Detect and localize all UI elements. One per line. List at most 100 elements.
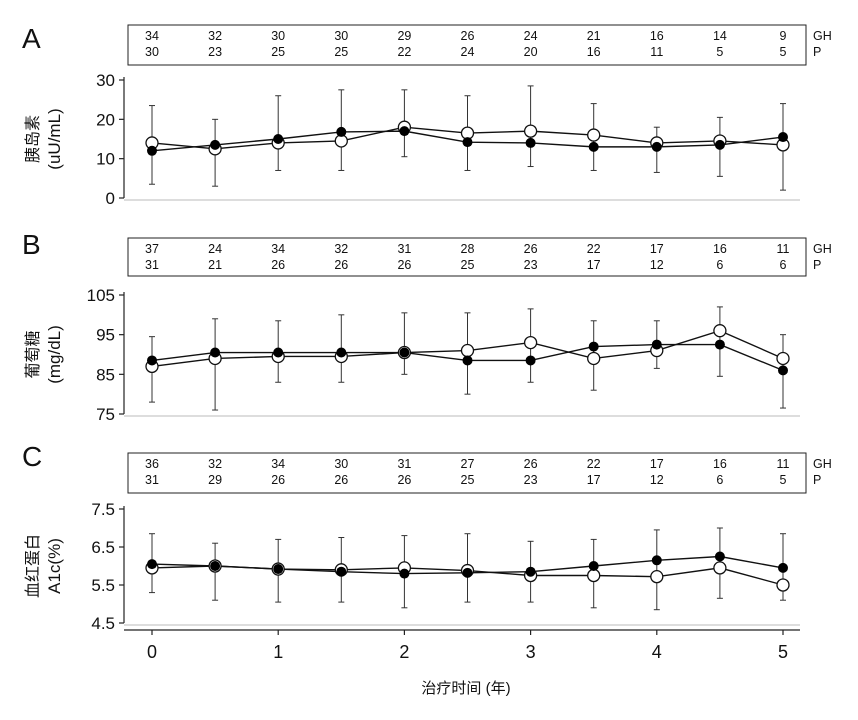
point-gh bbox=[399, 126, 410, 137]
point-gh bbox=[462, 355, 473, 366]
y-tick-label: 6.5 bbox=[91, 538, 115, 557]
count-p: 23 bbox=[524, 258, 538, 272]
point-gh bbox=[399, 347, 410, 358]
point-gh bbox=[588, 341, 599, 352]
count-p: 6 bbox=[780, 258, 787, 272]
count-gh: 16 bbox=[650, 29, 664, 43]
panel-label: C bbox=[22, 441, 42, 472]
x-axis: 0 1 2 3 4 5 bbox=[124, 629, 800, 662]
count-gh: 24 bbox=[208, 242, 222, 256]
count-p: 31 bbox=[145, 258, 159, 272]
point-gh bbox=[273, 347, 284, 358]
point-gh bbox=[462, 137, 473, 148]
panel-label: A bbox=[22, 23, 41, 54]
count-p: 26 bbox=[334, 473, 348, 487]
point-gh bbox=[147, 559, 157, 570]
point-p bbox=[713, 324, 727, 338]
x-axis-label: 治疗时间 (年) bbox=[421, 680, 510, 697]
point-p bbox=[776, 578, 790, 592]
panel-b: B 37 24 34 32 31 28 26 22 17 16 11 GH 31 21 26 26 26 25 23 1… bbox=[22, 229, 832, 424]
count-gh: 17 bbox=[650, 457, 664, 471]
point-gh bbox=[210, 347, 221, 358]
count-gh: 36 bbox=[145, 457, 159, 471]
y-axis-label: 胰岛素 (uU/mL) bbox=[24, 108, 64, 169]
count-gh: 32 bbox=[334, 242, 348, 256]
count-row-label: P bbox=[813, 473, 821, 487]
y-axis-label: 葡萄糖 (mg/dL) bbox=[24, 325, 64, 384]
count-gh: 24 bbox=[524, 29, 538, 43]
count-gh: 22 bbox=[587, 457, 601, 471]
point-p bbox=[650, 569, 664, 584]
count-gh: 26 bbox=[461, 29, 475, 43]
point-gh bbox=[210, 561, 221, 571]
point-gh bbox=[651, 339, 662, 350]
count-p: 5 bbox=[780, 45, 787, 59]
point-gh bbox=[714, 551, 725, 562]
y-tick-label: 85 bbox=[96, 365, 115, 384]
count-gh: 26 bbox=[524, 242, 538, 256]
point-p bbox=[587, 568, 601, 583]
panel-label: B bbox=[22, 229, 41, 260]
count-p: 26 bbox=[271, 473, 285, 487]
count-row-label: GH bbox=[813, 457, 832, 471]
count-p: 16 bbox=[587, 45, 601, 59]
count-p: 12 bbox=[650, 258, 664, 272]
point-gh bbox=[778, 132, 788, 143]
count-p: 20 bbox=[524, 45, 538, 59]
point-gh bbox=[651, 141, 662, 152]
count-row-label: P bbox=[813, 258, 821, 272]
y-tick-label: 20 bbox=[96, 110, 115, 129]
panel-a: A 34 32 30 30 29 26 24 21 16 14 9 GH 30 23 25 25 22 24 20 16… bbox=[22, 23, 832, 208]
count-p: 11 bbox=[650, 45, 663, 59]
x-tick-label: 1 bbox=[273, 642, 283, 662]
point-gh bbox=[778, 562, 788, 573]
count-row-label: GH bbox=[813, 29, 832, 43]
count-p: 26 bbox=[271, 258, 285, 272]
count-p: 25 bbox=[461, 473, 475, 487]
point-gh bbox=[336, 126, 347, 137]
y-tick-label: 75 bbox=[96, 405, 115, 424]
point-gh bbox=[525, 355, 536, 366]
count-p: 26 bbox=[397, 473, 411, 487]
point-p bbox=[587, 128, 601, 142]
point-p bbox=[460, 343, 475, 358]
count-gh: 28 bbox=[461, 242, 475, 256]
count-p: 6 bbox=[716, 473, 723, 487]
count-p: 23 bbox=[208, 45, 222, 59]
count-gh: 29 bbox=[397, 29, 411, 43]
count-gh: 16 bbox=[713, 242, 727, 256]
count-gh: 30 bbox=[334, 457, 348, 471]
counts-table-box bbox=[127, 452, 807, 494]
point-p bbox=[776, 351, 790, 366]
count-gh: 34 bbox=[271, 242, 285, 256]
point-gh bbox=[588, 141, 599, 152]
x-tick-label: 0 bbox=[147, 642, 157, 662]
count-row-label: P bbox=[813, 45, 821, 59]
y-axis-label: 血红蛋白 A1c(%) bbox=[24, 534, 64, 598]
count-gh: 26 bbox=[524, 457, 538, 471]
y-axis-label-line1: 葡萄糖 bbox=[24, 330, 42, 378]
count-p: 25 bbox=[461, 258, 475, 272]
x-tick-label: 5 bbox=[778, 642, 788, 662]
y-axis-label-line2: (mg/dL) bbox=[45, 325, 64, 384]
count-gh: 31 bbox=[397, 242, 411, 256]
count-p: 30 bbox=[145, 45, 159, 59]
count-p: 6 bbox=[716, 258, 723, 272]
y-tick-label: 5.5 bbox=[91, 576, 115, 595]
count-gh: 34 bbox=[145, 29, 159, 43]
count-p: 23 bbox=[524, 473, 538, 487]
count-p: 24 bbox=[461, 45, 475, 59]
y-axis-label-line1: 血红蛋白 bbox=[24, 534, 42, 598]
point-p bbox=[523, 335, 538, 350]
point-gh bbox=[714, 139, 725, 150]
point-gh bbox=[714, 339, 725, 350]
point-gh bbox=[210, 139, 221, 150]
y-axis-label-line2: (uU/mL) bbox=[45, 108, 64, 169]
point-gh bbox=[147, 355, 157, 366]
count-p: 31 bbox=[145, 473, 159, 487]
count-gh: 9 bbox=[780, 29, 787, 43]
x-tick-label: 2 bbox=[399, 642, 409, 662]
x-tick-label: 3 bbox=[526, 642, 536, 662]
count-gh: 27 bbox=[461, 457, 475, 471]
